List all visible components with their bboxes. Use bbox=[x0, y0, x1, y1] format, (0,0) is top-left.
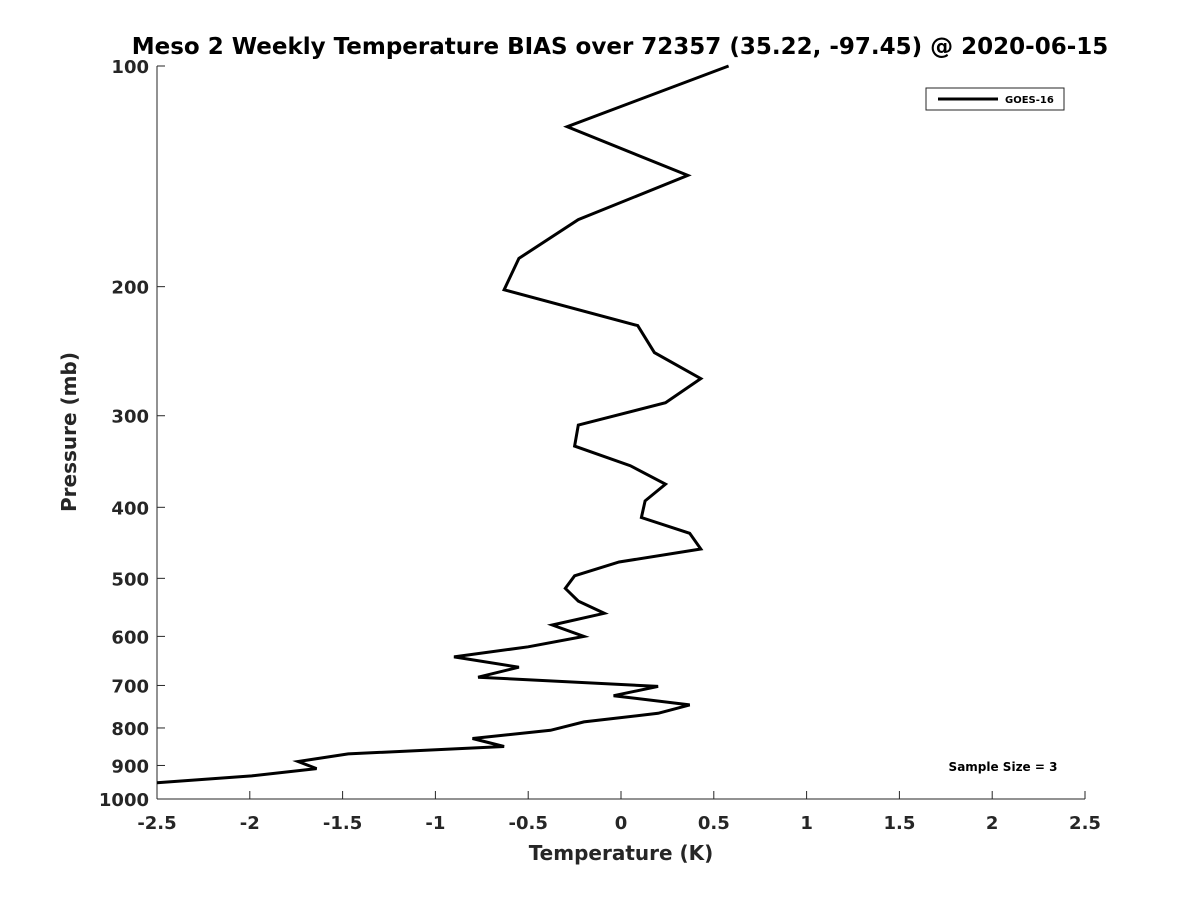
x-tick-label: -2.5 bbox=[137, 813, 176, 834]
x-tick-label: 2 bbox=[986, 813, 999, 834]
y-tick-label: 100 bbox=[111, 57, 149, 78]
y-axis-label: Pressure (mb) bbox=[57, 352, 81, 512]
x-tick-label: 2.5 bbox=[1069, 813, 1101, 834]
legend-label: GOES-16 bbox=[1005, 95, 1054, 106]
y-tick-label: 1000 bbox=[99, 790, 149, 811]
x-tick-label: 0 bbox=[615, 813, 628, 834]
x-ticks: -2.5 -2 -1.5 -1 -0.5 0 0.5 1 1.5 2 2.5 bbox=[137, 791, 1101, 834]
y-tick-label: 700 bbox=[111, 676, 149, 697]
y-tick-label: 900 bbox=[111, 756, 149, 777]
sample-size-annotation: Sample Size = 3 bbox=[949, 760, 1058, 774]
chart-title: Meso 2 Weekly Temperature BIAS over 7235… bbox=[132, 34, 1109, 60]
x-tick-label: 0.5 bbox=[698, 813, 730, 834]
y-tick-label: 600 bbox=[111, 627, 149, 648]
x-tick-label: -1.5 bbox=[323, 813, 362, 834]
x-tick-label: 1 bbox=[800, 813, 813, 834]
legend: GOES-16 bbox=[925, 87, 1065, 111]
y-tick-label: 500 bbox=[111, 569, 149, 590]
y-tick-label: 300 bbox=[111, 407, 149, 428]
x-tick-label: -0.5 bbox=[509, 813, 548, 834]
x-axis-label: Temperature (K) bbox=[529, 841, 714, 865]
y-tick-label: 200 bbox=[111, 278, 149, 299]
x-tick-label: -2 bbox=[240, 813, 260, 834]
series-layer bbox=[156, 64, 730, 785]
y-tick-label: 800 bbox=[111, 719, 149, 740]
x-tick-label: 1.5 bbox=[883, 813, 915, 834]
x-tick-label: -1 bbox=[425, 813, 445, 834]
y-ticks: 100 200 300 400 500 600 700 800 900 1000 bbox=[99, 57, 165, 811]
series-line bbox=[156, 64, 730, 785]
y-tick-label: 400 bbox=[111, 498, 149, 519]
